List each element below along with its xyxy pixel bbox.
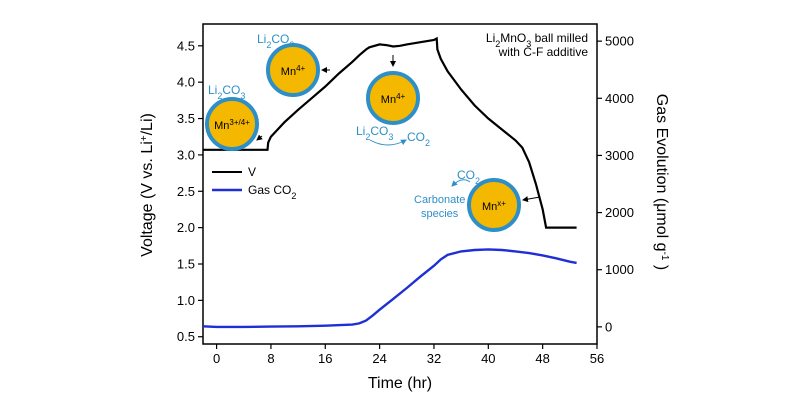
- y-left-tick-label: 3.5: [177, 111, 195, 126]
- particle-circle-4: [467, 178, 521, 232]
- legend-label-gas-co2: Gas CO2: [248, 183, 296, 201]
- x-tick-label: 0: [213, 351, 220, 366]
- annotation-sample-title: Li2MnO3 ball milled: [486, 31, 588, 49]
- x-tick-label: 8: [267, 351, 274, 366]
- particle-mn-4-a: Li2CO3 Mn4+: [257, 32, 330, 97]
- label-carbonate: Carbonate: [414, 194, 465, 206]
- series-line-voltage: [203, 36, 577, 229]
- curved-arrow-3: [369, 139, 407, 146]
- particle-mn-4-b: Mn4+ Li2CO3 CO2: [356, 55, 430, 148]
- x-tick-label: 48: [535, 351, 549, 366]
- y-right-tick-label: 3000: [605, 148, 634, 163]
- x-axis-ticks: 0 8 16 24 32 40 48 56: [213, 344, 604, 366]
- y-left-tick-label: 2.5: [177, 184, 195, 199]
- particle-circle-1: [205, 97, 259, 151]
- particle-circle-2: [266, 43, 320, 97]
- label-li2co3-3: Li2CO3: [356, 124, 393, 142]
- particle-mn-x: CO2 Carbonate species Mnx+: [414, 168, 541, 232]
- annotation-sample-subtitle: with C-F additive: [498, 45, 589, 59]
- particle-mn-3-4: Li2CO3 Mn3+/4+: [205, 83, 263, 151]
- label-co2-4: CO2: [457, 168, 480, 186]
- particle-circle-3: [366, 71, 420, 125]
- x-tick-label: 16: [318, 351, 332, 366]
- y-left-tick-label: 2.0: [177, 220, 195, 235]
- arrow-4: [522, 196, 541, 203]
- x-tick-label: 32: [427, 351, 441, 366]
- y-left-tick-label: 1.0: [177, 293, 195, 308]
- y-left-tick-label: 4.5: [177, 38, 195, 53]
- curved-arrow-4: [451, 179, 471, 187]
- label-co2-3: CO2: [407, 130, 430, 148]
- y-left-axis-label: Voltage (V vs. Li+/Li): [139, 113, 157, 257]
- y-left-tick-label: 4.0: [177, 75, 195, 90]
- y-right-tick-label: 4000: [605, 91, 634, 106]
- x-tick-label: 24: [372, 351, 386, 366]
- arrow-1: [256, 134, 263, 141]
- y-right-tick-label: 0: [605, 319, 612, 334]
- legend: V Gas CO2: [212, 165, 296, 201]
- x-tick-label: 56: [590, 351, 604, 366]
- x-tick-label: 40: [481, 351, 495, 366]
- y-left-tick-label: 0.5: [177, 329, 195, 344]
- y-left-tick-label: 3.0: [177, 147, 195, 162]
- plot-frame: [202, 23, 598, 345]
- label-species: species: [421, 208, 459, 220]
- y-left-tick-label: 1.5: [177, 257, 195, 272]
- legend-label-voltage: V: [248, 165, 256, 179]
- x-axis-label: Time (hr): [368, 375, 432, 392]
- y-right-axis-label: Gas Evolution (μmol g-1 ): [653, 94, 671, 270]
- y-right-axis-ticks: 0 1000 2000 3000 4000 5000: [597, 34, 634, 334]
- series-line-gas-co2: [202, 248, 577, 329]
- y-right-tick-label: 1000: [605, 262, 634, 277]
- y-right-tick-label: 2000: [605, 205, 634, 220]
- y-left-axis-ticks: 0.5 1.0 1.5 2.0 2.5 3.0 3.5 4.0 4.5: [177, 38, 203, 344]
- y-right-tick-label: 5000: [605, 34, 634, 49]
